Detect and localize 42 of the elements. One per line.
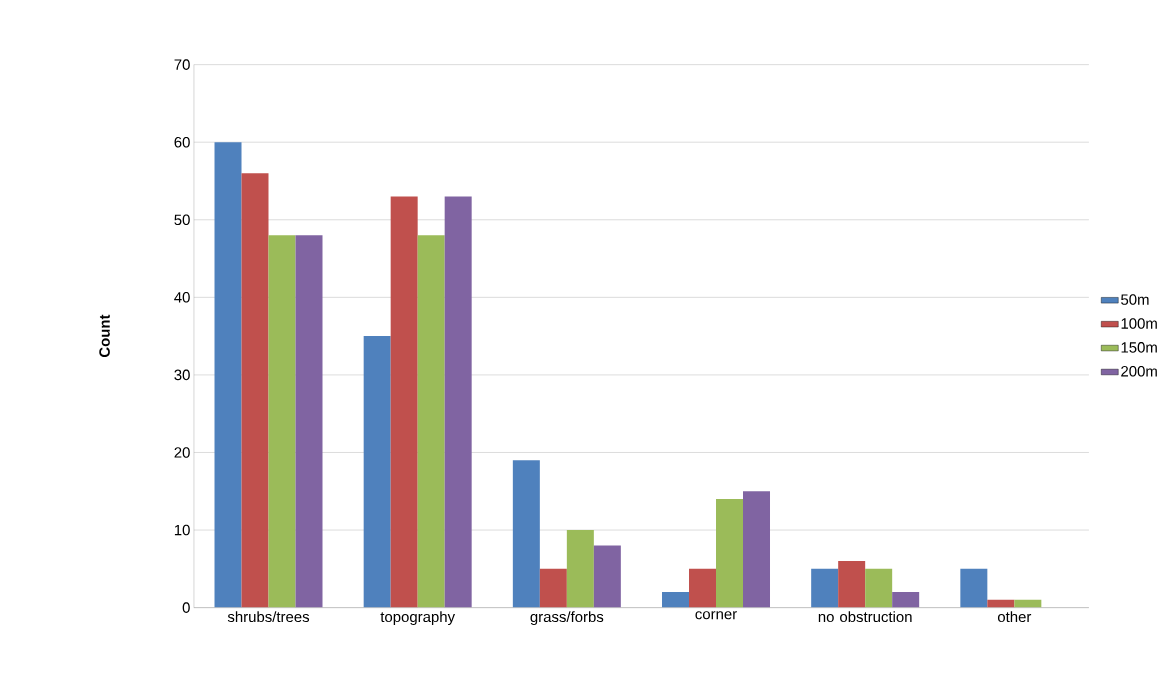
y-tick-label: 20	[174, 447, 190, 458]
bar	[743, 491, 771, 608]
x-tick-label: other	[997, 611, 1032, 623]
bar	[241, 173, 269, 608]
legend-label: 200m	[1121, 366, 1157, 377]
bar	[444, 196, 472, 608]
bar	[987, 599, 1015, 608]
y-tick-label: 40	[174, 292, 190, 303]
legend-label: 50m	[1121, 294, 1149, 305]
y-axis-title: Count	[99, 314, 110, 358]
bar	[295, 235, 323, 608]
legend-label: 100m	[1121, 318, 1157, 329]
legend-label: 150m	[1121, 342, 1157, 353]
bar	[363, 336, 391, 608]
bar	[1014, 599, 1042, 608]
bar	[417, 235, 445, 608]
y-tick-label: 10	[174, 524, 190, 536]
bar	[960, 568, 988, 608]
y-tick-label: 0	[182, 602, 190, 613]
y-tick-label: 70	[174, 59, 190, 70]
y-tick-label: 50	[174, 214, 190, 226]
bar	[390, 196, 418, 608]
bar	[539, 568, 567, 608]
bar	[689, 568, 717, 608]
bar	[811, 568, 839, 608]
y-tick-label: 30	[174, 369, 190, 381]
bar	[716, 499, 744, 608]
bar	[892, 592, 920, 608]
y-tick-label: 60	[174, 136, 190, 148]
x-tick-label: corner	[695, 611, 737, 620]
bar	[268, 235, 296, 608]
bar	[838, 561, 866, 608]
bar	[214, 142, 242, 608]
bar	[865, 568, 893, 608]
bar	[566, 530, 594, 608]
x-tick-label: grass/forbs	[530, 611, 604, 626]
x-tick-label: no obstruction	[818, 611, 912, 623]
bar	[662, 592, 690, 608]
x-tick-label: topography	[380, 611, 456, 626]
bar	[593, 545, 621, 608]
bar	[512, 460, 540, 608]
x-tick-label: shrubs/trees	[227, 611, 310, 623]
